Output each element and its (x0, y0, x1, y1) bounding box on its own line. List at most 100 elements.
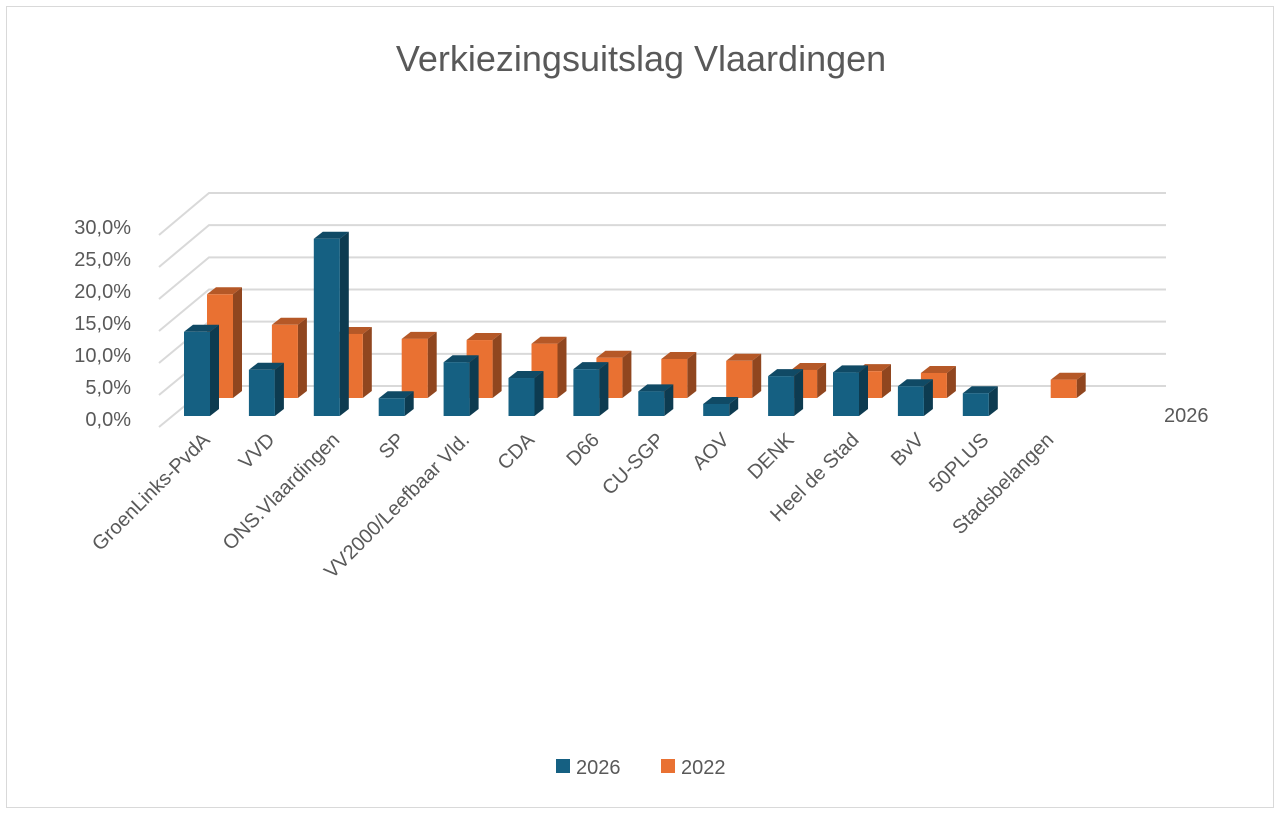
bar-2026 (573, 362, 609, 416)
bar-2026-side (534, 371, 544, 416)
bar-2026-side (210, 324, 219, 416)
bar-2026-side (274, 362, 284, 416)
bar-2022-front (401, 338, 428, 398)
bar-2026-top (768, 369, 804, 377)
bar-2022-front (726, 360, 753, 398)
bar-2026-front (897, 386, 924, 416)
legend-label-2022: 2022 (681, 757, 726, 779)
bar-2026-side (599, 362, 609, 416)
bar-2026 (962, 386, 998, 416)
bar-2022-side (297, 317, 307, 398)
bar-2022-side (817, 362, 827, 398)
legend: 2026 2022 (556, 757, 726, 779)
bar-2026 (313, 231, 349, 416)
bar-chart: Verkiezingsuitslag Vlaardingen 0,0% 5,0% 1… (74, 38, 1208, 779)
bar-2026-front (313, 238, 340, 416)
bar-2026 (638, 384, 674, 416)
bar-2022-side (427, 331, 437, 398)
bar-2022-side (492, 333, 502, 398)
bar-2026-side (988, 386, 998, 416)
bar-2022-side (557, 336, 567, 398)
bar-2026 (897, 379, 933, 416)
x-tick-label: SP (375, 429, 409, 463)
gridline (158, 288, 1166, 332)
bar-2022-top (466, 333, 502, 341)
bar-2026-top (703, 396, 739, 404)
chart-area: Verkiezingsuitslag Vlaardingen 0,0% 5,0% 1… (6, 6, 1274, 808)
bar-2022-side (752, 353, 762, 398)
bar-2026-side (664, 384, 674, 416)
bar-2022-top (1050, 372, 1086, 380)
y-tick-label: 20,0% (74, 281, 131, 303)
bar-2026-top (508, 371, 544, 379)
bar-2026-side (923, 379, 933, 416)
bar-2022-top (271, 317, 307, 325)
x-tick-label: CU-SGP (598, 429, 669, 500)
bar-2026-side (339, 231, 349, 416)
x-tick-label: DENK (744, 429, 799, 484)
bar-2022-top (207, 287, 242, 295)
bar-2026-front (638, 391, 665, 416)
bar-2026-top (313, 231, 349, 239)
bar-2026-top (443, 355, 479, 363)
bar-2026-side (859, 365, 868, 416)
bar-2026-side (794, 369, 804, 416)
bar-2022-front (1050, 379, 1077, 398)
bar-2026-top (638, 384, 674, 392)
bar-2026-front (768, 376, 795, 416)
y-tick-label: 30,0% (74, 217, 131, 239)
bar-2026 (248, 362, 284, 416)
legend-swatch-2026 (556, 759, 570, 773)
bar-2022-side (687, 351, 697, 398)
bar-2026-top (962, 386, 998, 394)
bar-2026-top (248, 362, 284, 370)
bar-2022-side (1076, 372, 1086, 398)
bar-2026 (443, 355, 479, 416)
bar-2022-top (531, 336, 567, 344)
legend-label-2026: 2026 (576, 757, 621, 779)
y-tick-label: 15,0% (74, 313, 131, 335)
bar-2022-side (233, 287, 242, 398)
bar-2026 (833, 365, 868, 416)
bar-2026-front (962, 393, 989, 416)
y-tick-label: 0,0% (85, 409, 131, 431)
x-tick-label: BvV (887, 429, 929, 471)
bar-2022-top (791, 362, 827, 370)
y-tick-label: 5,0% (85, 377, 131, 399)
bar-2026 (768, 369, 804, 416)
bar-2026-front (184, 331, 210, 416)
bar-2026-top (378, 391, 414, 399)
bar-2022 (726, 353, 762, 398)
bar-2022-side (946, 365, 956, 398)
chart-title: Verkiezingsuitslag Vlaardingen (396, 38, 886, 79)
bar-2026-top (833, 365, 868, 373)
bar-2022-top (401, 331, 437, 339)
bar-2026-front (443, 362, 470, 416)
gridline (158, 320, 1166, 364)
bar-2022-top (920, 365, 956, 373)
bar-2026-side (729, 396, 739, 416)
bar-2026-front (573, 369, 600, 416)
bar-2022-top (596, 350, 632, 358)
x-tick-label: GroenLinks-PvdA (88, 429, 215, 556)
bar-2022 (1050, 372, 1086, 398)
x-tick-label: CDA (494, 429, 540, 475)
bar-2022-top (726, 353, 762, 361)
bar-2026-side (469, 355, 479, 416)
bar-2026-side (404, 391, 414, 416)
bar-2022 (401, 331, 437, 398)
bar-2026-front (378, 398, 405, 416)
bar-2026 (703, 396, 739, 416)
bar-2026-top (184, 324, 219, 332)
y-tick-label: 10,0% (74, 345, 131, 367)
bar-2022-side (882, 364, 891, 398)
x-tick-label: ONS.Vlaardingen (219, 429, 345, 555)
bar-2026-front (833, 372, 859, 416)
bar-2026-front (508, 378, 535, 416)
bar-2026 (508, 371, 544, 416)
x-tick-label: D66 (562, 429, 604, 471)
bar-2022-side (622, 350, 632, 398)
gridline (158, 224, 1166, 268)
y-tick-label: 25,0% (74, 249, 131, 271)
bar-2026 (184, 324, 219, 416)
